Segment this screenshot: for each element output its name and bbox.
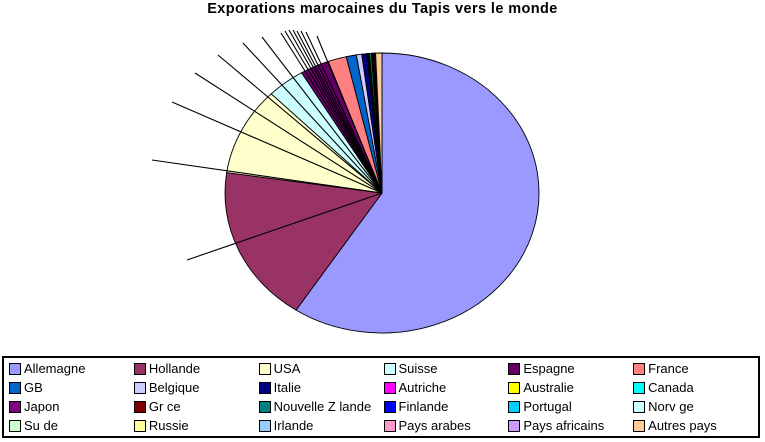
leader-line xyxy=(242,42,383,194)
legend-label: GB xyxy=(24,380,43,395)
legend-label: Nouvelle Z lande xyxy=(273,399,372,414)
legend-label: Belgique xyxy=(148,380,200,395)
legend-swatch-icon xyxy=(9,362,21,375)
legend-swatch-icon xyxy=(258,381,271,394)
legend-item-gr-ce: Gr ce xyxy=(133,397,259,416)
legend-swatch-icon xyxy=(633,400,646,413)
legend-item-canada: Canada xyxy=(633,378,758,397)
legend-label: Autres pays xyxy=(648,418,717,433)
legend-item-finlande: Finlande xyxy=(383,397,509,416)
pie-slices xyxy=(224,52,540,334)
legend-label: Autriche xyxy=(398,380,447,395)
legend-label: Su de xyxy=(24,418,58,433)
legend-swatch-icon xyxy=(9,419,21,432)
legend-label: Japon xyxy=(24,399,60,414)
legend-label: Norv ge xyxy=(648,399,694,414)
legend-label: Espagne xyxy=(523,361,575,376)
legend-item-norv-ge: Norv ge xyxy=(633,397,758,416)
legend-swatch-icon xyxy=(133,381,146,394)
legend-label: Hollande xyxy=(148,361,201,376)
pie-slice-allemagne xyxy=(295,52,540,334)
pie-slice-autres-pays xyxy=(375,52,383,194)
legend-item-allemagne: Allemagne xyxy=(9,359,134,378)
leader-line xyxy=(280,32,383,194)
legend-swatch-icon xyxy=(383,362,396,375)
legend-swatch-icon xyxy=(258,400,271,413)
legend-swatch-icon xyxy=(133,400,146,413)
leader-line xyxy=(194,72,383,194)
legend-label: Australie xyxy=(523,380,574,395)
legend-item-espagne: Espagne xyxy=(508,359,633,378)
legend-swatch-icon xyxy=(633,381,646,394)
legend-label: Finlande xyxy=(398,399,449,414)
legend-swatch-icon xyxy=(383,419,396,432)
legend-swatch-icon xyxy=(508,362,521,375)
legend-swatch-icon xyxy=(508,381,521,394)
leader-line xyxy=(151,159,383,194)
legend-swatch-icon xyxy=(9,400,21,413)
legend-swatch-icon xyxy=(508,419,521,432)
legend-item-russie: Russie xyxy=(133,416,259,435)
legend-item-irlande: Irlande xyxy=(258,416,384,435)
legend-label: Irlande xyxy=(273,418,314,433)
legend-item-su-de: Su de xyxy=(9,416,134,435)
legend-label: Gr ce xyxy=(148,399,181,414)
leader-line xyxy=(300,30,383,194)
leader-line xyxy=(217,54,383,194)
legend-item-australie: Australie xyxy=(508,378,633,397)
leader-line xyxy=(316,35,383,194)
leader-line xyxy=(171,101,383,194)
leader-line xyxy=(296,30,383,194)
legend-item-autriche: Autriche xyxy=(383,378,509,397)
legend-item-italie: Italie xyxy=(258,378,384,397)
legend-swatch-icon xyxy=(383,400,396,413)
legend-label: Italie xyxy=(273,380,302,395)
legend-swatch-icon xyxy=(258,419,271,432)
legend-label: France xyxy=(648,361,689,376)
leader-line xyxy=(261,36,383,194)
legend-label: Canada xyxy=(648,380,694,395)
legend-item-pays-arabes: Pays arabes xyxy=(383,416,509,435)
legend-swatch-icon xyxy=(9,381,21,394)
legend-item-usa: USA xyxy=(258,359,384,378)
legend-label: Portugal xyxy=(523,399,572,414)
legend-item-gb: GB xyxy=(9,378,134,397)
legend-label: Russie xyxy=(148,418,189,433)
leader-line xyxy=(288,29,383,194)
legend-item-suisse: Suisse xyxy=(383,359,509,378)
legend-swatch-icon xyxy=(508,400,521,413)
leader-lines xyxy=(151,29,383,261)
chart-title: Exporations marocaines du Tapis vers le … xyxy=(207,1,558,17)
legend-swatch-icon xyxy=(633,362,646,375)
legend-swatch-icon xyxy=(258,362,271,375)
legend-item-portugal: Portugal xyxy=(508,397,633,416)
leader-line xyxy=(305,31,383,194)
legend-swatch-icon xyxy=(383,381,396,394)
legend-label: Suisse xyxy=(398,361,438,376)
legend-item-france: France xyxy=(633,359,758,378)
legend-label: USA xyxy=(273,361,301,376)
leader-line xyxy=(284,30,383,194)
legend-label: Pays arabes xyxy=(398,418,471,433)
legend-item-nouvelle-z-lande: Nouvelle Z lande xyxy=(258,397,384,416)
legend-item-autres-pays: Autres pays xyxy=(633,416,758,435)
legend-item-pays-africains: Pays africains xyxy=(508,416,633,435)
legend-label: Pays africains xyxy=(523,418,605,433)
legend-swatch-icon xyxy=(133,419,146,432)
legend-swatch-icon xyxy=(633,419,646,432)
leader-line xyxy=(186,192,383,261)
legend-item-belgique: Belgique xyxy=(133,378,259,397)
chart-legend: Allemagne Hollande USA Suisse Espagne France G… xyxy=(2,356,760,438)
legend-label: Allemagne xyxy=(24,361,86,376)
legend-item-hollande: Hollande xyxy=(133,359,259,378)
legend-swatch-icon xyxy=(133,362,146,375)
legend-item-japon: Japon xyxy=(9,397,134,416)
